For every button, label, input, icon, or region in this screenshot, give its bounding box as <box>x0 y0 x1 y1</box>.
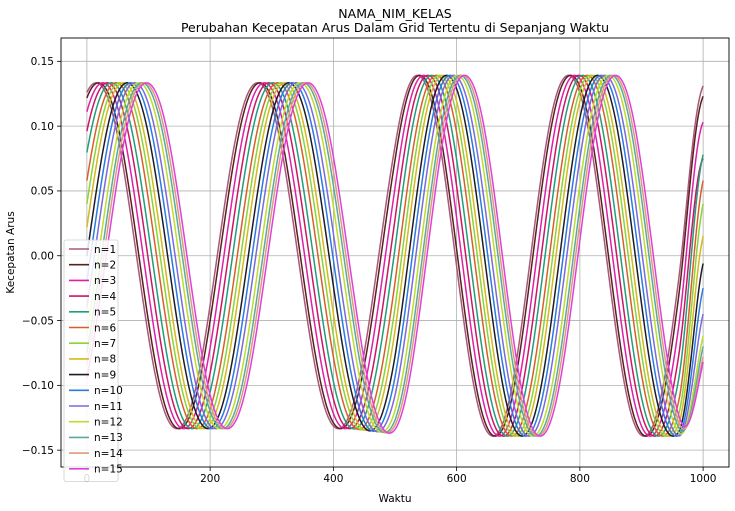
legend-entry: n=5 <box>94 307 116 319</box>
plot-frame <box>60 37 730 468</box>
x-axis-label: Waktu <box>379 493 412 505</box>
y-tick-label: −0.15 <box>22 445 54 457</box>
series-line-12 <box>86 74 704 437</box>
y-tick-label: 0.15 <box>31 56 54 68</box>
chart-subtitle: Perubahan Kecepatan Arus Dalam Grid Tert… <box>181 20 609 35</box>
y-tick-label: −0.10 <box>22 380 54 392</box>
series-line-1 <box>86 74 704 437</box>
series-line-9 <box>86 74 704 437</box>
series-line-5 <box>86 74 704 437</box>
y-axis-label: Kecepatan Arus <box>5 211 17 293</box>
y-tick-label: 0.00 <box>31 251 54 263</box>
y-tick-label: −0.05 <box>22 315 54 327</box>
x-tick-label: 1000 <box>690 473 717 485</box>
x-tick-label: 600 <box>447 473 467 485</box>
legend-entry: n=10 <box>94 385 123 397</box>
legend-entry: n=2 <box>94 260 116 272</box>
series-line-10 <box>86 74 704 437</box>
y-axis-ticks: −0.15 −0.10 −0.05 0.00 0.05 0.10 0.15 <box>22 56 61 457</box>
y-tick-label: 0.05 <box>31 186 54 198</box>
legend-entry: n=15 <box>94 464 123 476</box>
x-tick-label: 800 <box>570 473 590 485</box>
legend-entry: n=13 <box>94 432 123 444</box>
legend-entry: n=3 <box>94 275 116 287</box>
legend-entry: n=8 <box>94 354 116 366</box>
series-line-14 <box>86 74 704 437</box>
legend-entry: n=4 <box>94 291 116 303</box>
series-lines <box>86 74 704 437</box>
x-tick-label: 400 <box>323 473 343 485</box>
legend-entry: n=14 <box>94 448 123 460</box>
series-line-7 <box>86 74 704 437</box>
legend-entry: n=12 <box>94 417 123 429</box>
series-line-13 <box>86 74 704 437</box>
legend-entry: n=1 <box>94 244 116 256</box>
chart-title: NAMA_NIM_KELAS <box>338 6 451 21</box>
series-line-8 <box>86 74 704 437</box>
series-line-15 <box>86 74 704 437</box>
x-tick-label: 200 <box>200 473 220 485</box>
y-tick-label: 0.10 <box>31 121 54 133</box>
legend-entry: n=6 <box>94 322 116 334</box>
legend-entry: n=7 <box>94 338 116 350</box>
legend-entry: n=9 <box>94 369 116 381</box>
series-line-11 <box>86 74 704 437</box>
legend: n=1 n=2 n=3 n=4 n=5 n=6 n=7 n=8 n=9 n=10 n=11 n=12 n… <box>63 239 123 482</box>
legend-entry: n=11 <box>94 401 123 413</box>
series-line-3 <box>86 74 704 437</box>
